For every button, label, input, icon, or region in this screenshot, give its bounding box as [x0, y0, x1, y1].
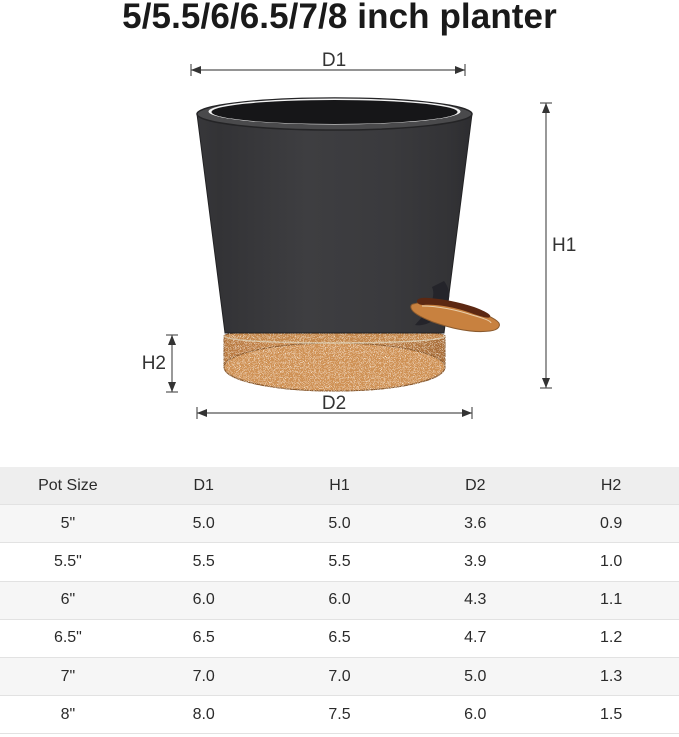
svg-text:H2: H2	[142, 353, 166, 374]
svg-text:H1: H1	[552, 235, 576, 256]
svg-text:D2: D2	[322, 393, 346, 414]
svg-text:D1: D1	[322, 50, 346, 71]
